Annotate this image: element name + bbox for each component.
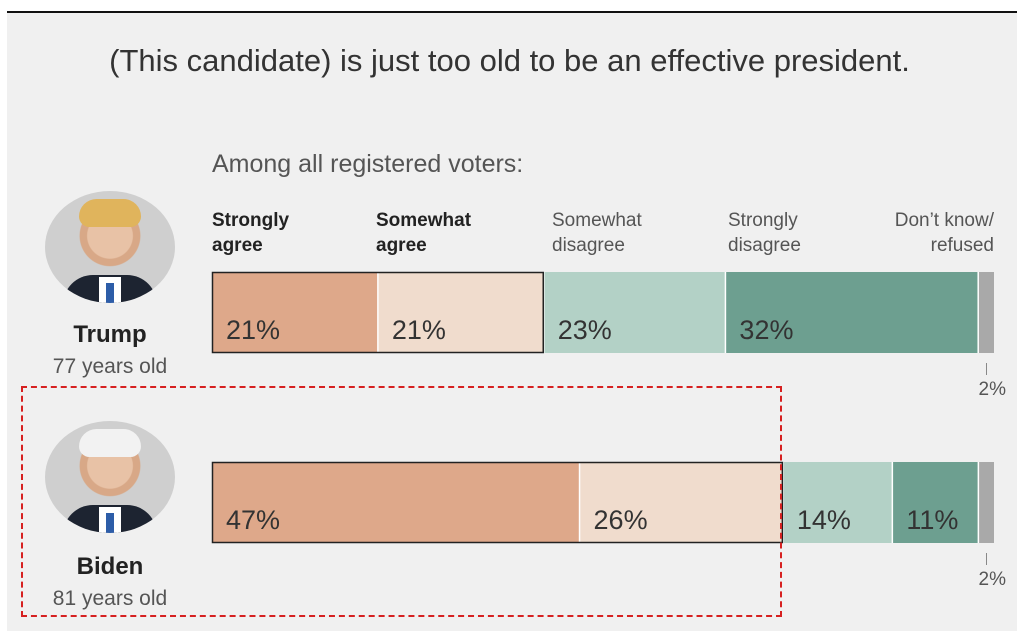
value-label-biden-dont-know: 2%: [978, 569, 1006, 590]
legend-somewhat-agree: Somewhat agree: [376, 210, 472, 256]
bar-biden-strongly-agree: [212, 462, 580, 543]
tie-shape: [106, 513, 114, 533]
biden-portrait: [45, 421, 175, 533]
hair-shape: [79, 199, 141, 227]
legend-strongly-disagree: Strongly disagree: [728, 210, 801, 256]
value-label-trump-strongly-agree: 21%: [226, 315, 281, 345]
candidate-age-trump: 77 years old: [52, 355, 168, 378]
value-label-trump-strongly-disagree: 32%: [739, 315, 794, 345]
trump-portrait: [45, 191, 175, 303]
value-label-trump-somewhat-disagree: 23%: [557, 315, 612, 345]
bar-trump-somewhat-agree: [377, 272, 544, 353]
bar-biden-strongly-disagree: [892, 462, 979, 543]
legend-strongly-agree: Strongly agree: [212, 210, 290, 256]
value-label-trump-dont-know: 2%: [978, 379, 1006, 400]
bar-trump-dont-know: [978, 272, 994, 353]
legend-somewhat-disagree: Somewhat disagree: [552, 210, 642, 256]
bar-trump-somewhat-disagree: [543, 272, 726, 353]
bar-biden-dont-know: [978, 462, 994, 543]
chart-title: (This candidate) is just too old to be a…: [109, 43, 910, 78]
candidate-name-trump: Trump: [73, 321, 147, 348]
value-label-biden-somewhat-agree: 26%: [593, 505, 648, 535]
label-tick-biden: [986, 553, 988, 565]
value-label-biden-somewhat-disagree: 14%: [796, 505, 851, 535]
agree-outline-biden: [211, 461, 784, 544]
legend-dont-know: Don’t know/ refused: [894, 210, 994, 256]
hair-shape: [79, 429, 141, 457]
bar-trump-strongly-agree: [212, 272, 378, 353]
bar-biden-somewhat-disagree: [782, 462, 893, 543]
bar-biden-somewhat-agree: [579, 462, 783, 543]
biden-highlight-box: [21, 386, 782, 617]
candidate-age-biden: 81 years old: [52, 587, 168, 610]
tie-shape: [106, 283, 114, 303]
value-label-biden-strongly-agree: 47%: [226, 505, 281, 535]
value-label-trump-somewhat-agree: 21%: [391, 315, 446, 345]
bar-trump-strongly-disagree: [725, 272, 979, 353]
candidate-name-biden: Biden: [76, 553, 144, 580]
label-tick-trump: [986, 363, 988, 375]
chart-subtitle: Among all registered voters:: [212, 150, 524, 178]
value-label-biden-strongly-disagree: 11%: [906, 505, 959, 535]
agree-outline-trump: [211, 271, 545, 354]
